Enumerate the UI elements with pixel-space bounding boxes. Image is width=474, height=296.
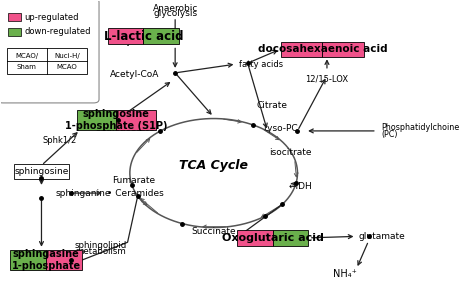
FancyBboxPatch shape <box>7 49 87 74</box>
FancyBboxPatch shape <box>77 110 116 130</box>
Text: Citrate: Citrate <box>257 101 288 110</box>
Text: Acetyl-CoA: Acetyl-CoA <box>110 70 159 79</box>
Text: up-regulated: up-regulated <box>25 13 79 22</box>
Text: sphingolipid: sphingolipid <box>74 241 127 250</box>
FancyBboxPatch shape <box>9 28 21 36</box>
Text: Pyruvate: Pyruvate <box>121 37 162 46</box>
Text: Phosphatidylchoine: Phosphatidylchoine <box>381 123 460 132</box>
Text: L-lactic acid: L-lactic acid <box>104 30 183 43</box>
Text: docosahexaenoic acid: docosahexaenoic acid <box>257 44 387 54</box>
Text: Succinate: Succinate <box>191 227 236 237</box>
Text: isocitrate: isocitrate <box>269 148 312 157</box>
Text: glutamate: glutamate <box>359 232 405 241</box>
Text: Lyso-PC: Lyso-PC <box>263 124 298 133</box>
Text: • Ceramides: • Ceramides <box>107 189 164 198</box>
Text: sphingasine
1-phosphate: sphingasine 1-phosphate <box>11 249 81 271</box>
Text: TCA Cycle: TCA Cycle <box>179 159 248 172</box>
FancyBboxPatch shape <box>322 42 365 57</box>
FancyBboxPatch shape <box>273 230 308 245</box>
Text: Oxaloacetate: Oxaloacetate <box>94 124 155 133</box>
FancyBboxPatch shape <box>237 230 273 245</box>
FancyBboxPatch shape <box>116 110 156 130</box>
Text: NH₄⁺: NH₄⁺ <box>333 269 357 279</box>
FancyBboxPatch shape <box>9 13 21 21</box>
Text: down-regulated: down-regulated <box>25 28 91 36</box>
FancyBboxPatch shape <box>281 42 322 57</box>
Text: sphingosine
1-phosphate (S1P): sphingosine 1-phosphate (S1P) <box>65 109 167 131</box>
Text: ←IDH: ←IDH <box>289 182 312 191</box>
Text: metabolism: metabolism <box>75 247 126 256</box>
FancyBboxPatch shape <box>144 28 179 44</box>
Text: MCAO/: MCAO/ <box>15 53 38 59</box>
Text: 12/15-LOX: 12/15-LOX <box>305 74 348 83</box>
Text: sphinganine: sphinganine <box>55 189 110 198</box>
FancyBboxPatch shape <box>10 250 46 270</box>
Text: (PC): (PC) <box>381 130 398 139</box>
FancyBboxPatch shape <box>46 250 82 270</box>
Text: sphingosine: sphingosine <box>14 167 69 176</box>
Text: Fumarate: Fumarate <box>112 176 155 185</box>
Text: MCAO: MCAO <box>57 64 77 70</box>
Text: fatty acids: fatty acids <box>238 59 283 69</box>
Text: Anaerobic: Anaerobic <box>153 4 198 12</box>
FancyBboxPatch shape <box>0 0 99 103</box>
FancyBboxPatch shape <box>14 164 69 179</box>
Text: glycolysis: glycolysis <box>153 9 197 18</box>
Text: Oxoglutaric acid: Oxoglutaric acid <box>222 233 324 243</box>
Text: Nuci-H/: Nuci-H/ <box>54 53 80 59</box>
FancyBboxPatch shape <box>109 28 144 44</box>
Text: Sham: Sham <box>17 64 36 70</box>
Text: Sphk1/2: Sphk1/2 <box>43 136 77 145</box>
